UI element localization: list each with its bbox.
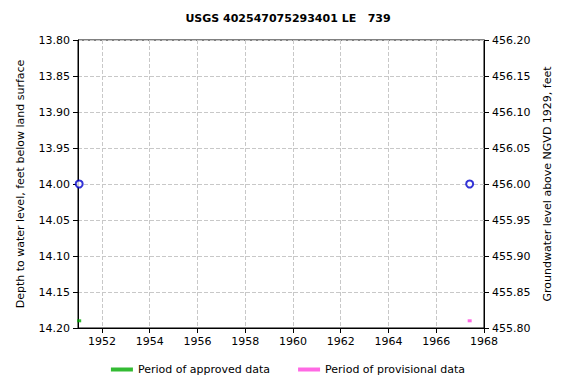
- svg-text:14.10: 14.10: [39, 250, 71, 263]
- svg-text:1968: 1968: [470, 335, 498, 348]
- svg-text:455.95: 455.95: [492, 214, 531, 227]
- svg-text:Groundwater level above NGVD 1: Groundwater level above NGVD 1929, feet: [541, 66, 554, 302]
- svg-text:1952: 1952: [88, 335, 116, 348]
- svg-text:456.10: 456.10: [492, 106, 531, 119]
- svg-text:1958: 1958: [231, 335, 259, 348]
- svg-text:1954: 1954: [136, 335, 164, 348]
- svg-text:13.95: 13.95: [39, 142, 71, 155]
- svg-text:455.85: 455.85: [492, 286, 531, 299]
- svg-text:456.00: 456.00: [492, 178, 531, 191]
- svg-text:1964: 1964: [374, 335, 402, 348]
- svg-text:Period of provisional data: Period of provisional data: [325, 363, 465, 376]
- svg-text:USGS 402547075293401 LE 739: USGS 402547075293401 LE 739: [185, 12, 390, 25]
- svg-text:14.20: 14.20: [39, 322, 71, 335]
- svg-text:14.00: 14.00: [39, 178, 71, 191]
- svg-text:1966: 1966: [422, 335, 450, 348]
- svg-text:13.85: 13.85: [39, 70, 71, 83]
- svg-text:456.05: 456.05: [492, 142, 531, 155]
- svg-text:Period of approved data: Period of approved data: [138, 363, 270, 376]
- svg-text:1956: 1956: [183, 335, 211, 348]
- svg-text:1962: 1962: [327, 335, 355, 348]
- svg-text:14.15: 14.15: [39, 286, 71, 299]
- svg-text:13.80: 13.80: [39, 34, 71, 47]
- svg-text:Depth to water level, feet bel: Depth to water level, feet below land su…: [14, 59, 27, 308]
- svg-text:455.90: 455.90: [492, 250, 531, 263]
- svg-text:456.20: 456.20: [492, 34, 531, 47]
- svg-text:1960: 1960: [279, 335, 307, 348]
- svg-text:14.05: 14.05: [39, 214, 71, 227]
- svg-text:13.90: 13.90: [39, 106, 71, 119]
- svg-text:455.80: 455.80: [492, 322, 531, 335]
- svg-text:456.15: 456.15: [492, 70, 531, 83]
